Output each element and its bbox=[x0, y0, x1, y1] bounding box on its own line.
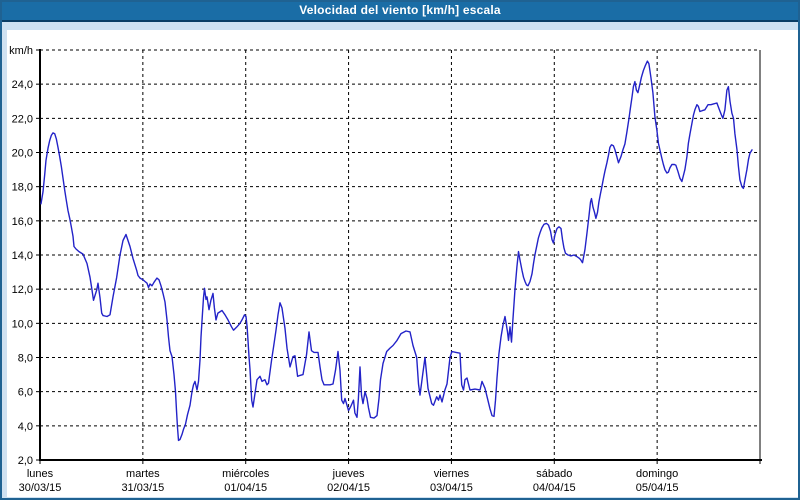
y-axis-tick-label: 20,0 bbox=[12, 148, 33, 160]
y-axis-tick-label: 6,0 bbox=[18, 387, 33, 399]
x-axis-day-label: martes bbox=[126, 468, 160, 480]
wind-speed-series-line bbox=[40, 60, 753, 442]
window-title: Velocidad del viento [km/h] escala bbox=[299, 3, 501, 17]
y-axis-tick-label: 12,0 bbox=[12, 284, 33, 296]
y-axis-unit-label: km/h bbox=[9, 45, 33, 57]
title-bar: Velocidad del viento [km/h] escala bbox=[0, 0, 800, 22]
x-axis-day-label: sábado bbox=[536, 468, 572, 480]
y-axis-tick-label: 8,0 bbox=[18, 353, 33, 365]
x-axis-date-label: 04/04/15 bbox=[533, 482, 576, 494]
x-axis-date-label: 30/03/15 bbox=[19, 482, 62, 494]
x-axis-date-label: 01/04/15 bbox=[224, 482, 267, 494]
y-axis-tick-label: 22,0 bbox=[12, 113, 33, 125]
y-axis-tick-label: 2,0 bbox=[18, 455, 33, 467]
x-axis-day-label: lunes bbox=[27, 468, 54, 480]
x-axis-date-label: 31/03/15 bbox=[121, 482, 164, 494]
x-axis-date-label: 02/04/15 bbox=[327, 482, 370, 494]
x-axis-day-label: miércoles bbox=[222, 468, 270, 480]
x-axis-date-label: 05/04/15 bbox=[636, 482, 679, 494]
chart-panel bbox=[7, 30, 798, 497]
y-axis-tick-label: 4,0 bbox=[18, 421, 33, 433]
x-axis-day-label: domingo bbox=[636, 468, 678, 480]
y-axis-tick-label: 16,0 bbox=[12, 216, 33, 228]
x-axis-date-label: 03/04/15 bbox=[430, 482, 473, 494]
x-axis-day-label: jueves bbox=[332, 468, 365, 480]
y-axis-tick-label: 18,0 bbox=[12, 182, 33, 194]
x-axis-day-label: viernes bbox=[434, 468, 470, 480]
y-axis-tick-label: 10,0 bbox=[12, 318, 33, 330]
y-axis-tick-label: 14,0 bbox=[12, 250, 33, 262]
y-axis-tick-label: 24,0 bbox=[12, 79, 33, 91]
